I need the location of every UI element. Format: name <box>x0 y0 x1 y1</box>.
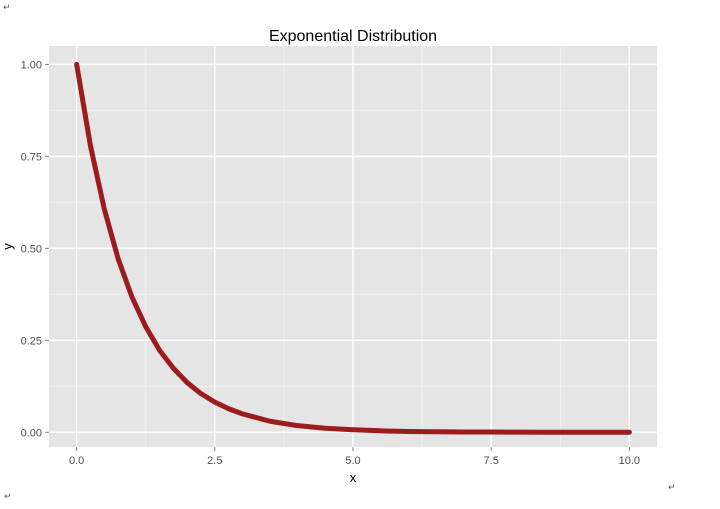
x-tick-label: 7.5 <box>484 455 499 467</box>
data-line <box>74 61 632 435</box>
grid-lines <box>49 46 657 447</box>
x-tick-label: 2.5 <box>207 455 222 467</box>
x-tick-label: 10.0 <box>619 455 640 467</box>
y-tick-label: 0.25 <box>21 335 42 347</box>
y-tick-label: 1.00 <box>21 59 42 71</box>
y-axis-title: y <box>0 243 15 250</box>
x-axis-title: x <box>350 470 357 485</box>
paragraph-mark: ↵ <box>3 3 11 13</box>
x-tick-label: 5.0 <box>345 455 360 467</box>
y-tick-label: 0.00 <box>21 427 42 439</box>
axis-ticks <box>45 63 630 451</box>
chart-title: Exponential Distribution <box>269 28 437 45</box>
tick-labels: 0.0 2.5 5.0 7.5 10.0 0.00 0.25 0.50 0.75 1.00 <box>21 59 640 467</box>
data-line-layer <box>74 61 632 435</box>
x-tick-label: 0.0 <box>69 455 84 467</box>
y-tick-label: 0.75 <box>21 151 42 163</box>
paragraph-mark: ↵ <box>668 483 676 493</box>
y-tick-label: 0.50 <box>21 243 42 255</box>
paragraph-mark: ↵ <box>4 492 12 502</box>
